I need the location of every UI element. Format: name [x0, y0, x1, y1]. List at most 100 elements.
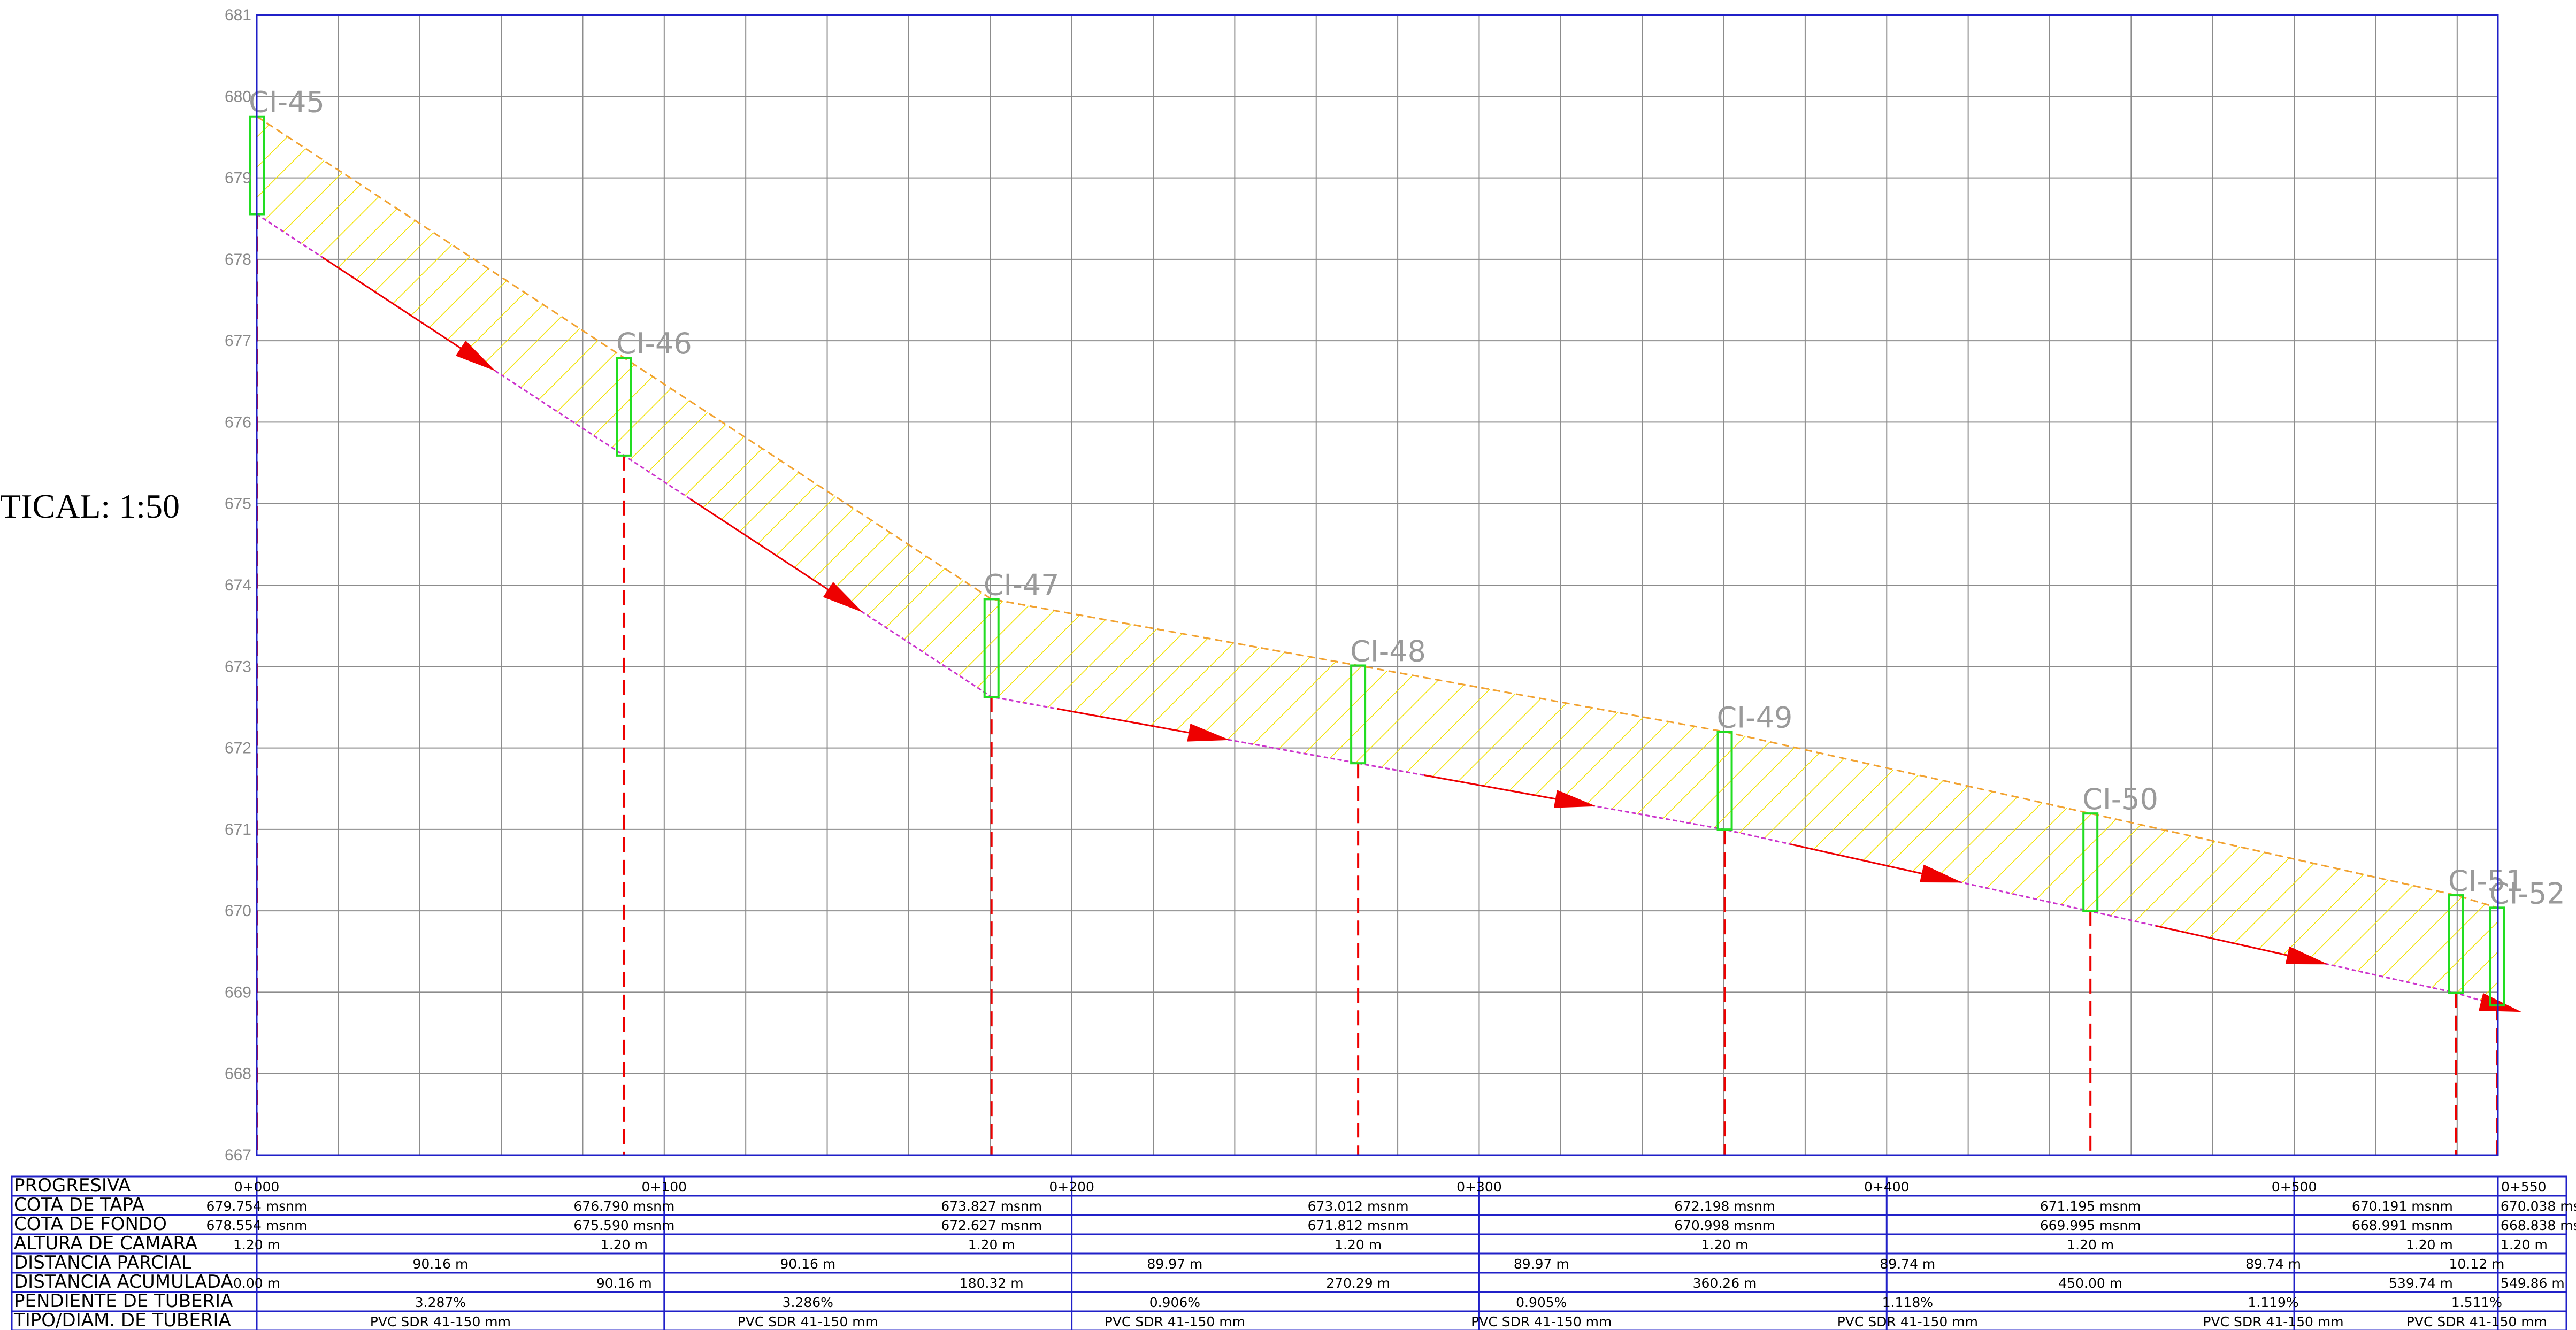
table-cell: PVC SDR 41-150 mm — [1837, 1314, 1978, 1329]
profile-grid — [257, 15, 2498, 1155]
table-cell: 1.511% — [2451, 1295, 2502, 1310]
table-cell: PVC SDR 41-150 mm — [370, 1314, 511, 1329]
y-tick-label: 678 — [225, 251, 251, 268]
table-cell: 1.119% — [2248, 1295, 2298, 1310]
table-row-label: PROGRESIVA — [14, 1175, 131, 1196]
y-tick-label: 673 — [225, 658, 251, 675]
table-cell: 10.12 m — [2449, 1256, 2504, 1272]
flow-arrow-head — [1553, 790, 1597, 808]
table-cell: 270.29 m — [1326, 1275, 1390, 1291]
pipe-invert-line — [256, 213, 2498, 1006]
table-cell: 672.627 msnm — [941, 1218, 1042, 1233]
table-cell: 360.26 m — [1693, 1275, 1757, 1291]
table-cell: 0.00 m — [233, 1275, 280, 1291]
table-cell: 0+100 — [642, 1179, 687, 1195]
manhole-label: CI-51 — [2448, 864, 2524, 898]
y-axis-labels: 667 668 669 670 671 672 673 674 675 676 677 678 679 6… — [225, 6, 251, 1164]
table-row-label: TIPO/DIAM. DE TUBERIA — [13, 1310, 231, 1330]
table-cell: 668.991 msnm — [2352, 1218, 2453, 1233]
table-cell: 0.905% — [1516, 1295, 1567, 1310]
manhole-box — [616, 357, 632, 457]
manhole-box — [2082, 812, 2099, 912]
table-cell: 673.012 msnm — [1308, 1198, 1409, 1214]
flow-arrow-shaft — [1057, 708, 1206, 736]
table-cell: 1.20 m — [601, 1237, 648, 1252]
table-cell: 90.16 m — [596, 1275, 652, 1291]
table-row-label: DISTANCIA PARCIAL — [14, 1252, 191, 1273]
table-cell: 3.287% — [415, 1295, 466, 1310]
manhole-label: CI-47 — [984, 568, 1060, 602]
y-tick-label: 679 — [225, 170, 251, 187]
trench-hatch-area — [257, 116, 2497, 1006]
table-cell: 1.20 m — [968, 1237, 1015, 1252]
table-row-label: COTA DE TAPA — [14, 1194, 144, 1216]
y-tick-label: 671 — [225, 821, 251, 839]
manhole-label: CI-45 — [249, 86, 325, 119]
y-tick-label: 668 — [225, 1065, 251, 1083]
table-cell: 89.97 m — [1147, 1256, 1202, 1272]
table-cell: 450.00 m — [2058, 1275, 2122, 1291]
table-cell: 1.20 m — [233, 1237, 280, 1252]
table-cell: 672.198 msnm — [1674, 1198, 1775, 1214]
table-cell: 668.838 msnm — [2501, 1218, 2576, 1233]
table-cell: 670.038 msnm — [2501, 1198, 2576, 1214]
table-cell: 1.118% — [1882, 1295, 1933, 1310]
y-tick-label: 677 — [225, 332, 251, 350]
table-cell: 1.20 m — [2067, 1237, 2114, 1252]
flow-arrow-head — [1187, 724, 1230, 742]
table-cell: 0+400 — [1864, 1179, 1910, 1195]
flow-arrow-shaft — [322, 257, 476, 358]
table-cell: PVC SDR 41-150 mm — [2406, 1314, 2547, 1329]
y-tick-label: 674 — [225, 576, 251, 594]
table-cell: 1.20 m — [1335, 1237, 1382, 1252]
table-cell: 3.286% — [783, 1295, 833, 1310]
manhole-label: CI-46 — [616, 327, 692, 360]
manhole-box — [2448, 894, 2464, 994]
table-cell: 1.20 m — [1701, 1237, 1749, 1252]
flow-arrow-head — [2479, 993, 2521, 1012]
table-row-label: ALTURA DE CAMARA — [14, 1233, 197, 1254]
y-tick-label: 676 — [225, 413, 251, 431]
manhole-box — [1716, 731, 1733, 831]
table-cell: 180.32 m — [960, 1275, 1024, 1291]
table-cell: 0+500 — [2272, 1179, 2317, 1195]
table-cell: 676.790 msnm — [573, 1198, 674, 1214]
trench-hatch — [257, 116, 2497, 1006]
table-cell: 89.97 m — [1514, 1256, 1569, 1272]
table-cell: 669.995 msnm — [2040, 1218, 2141, 1233]
table-row-label: DISTANCIA ACUMULADA — [14, 1271, 233, 1293]
y-tick-label: 681 — [225, 6, 251, 24]
table-cell: PVC SDR 41-150 mm — [1471, 1314, 1612, 1329]
table-cell: PVC SDR 41-150 mm — [738, 1314, 878, 1329]
manhole-label: CI-49 — [1717, 701, 1793, 734]
flow-arrow-shaft — [2156, 925, 2304, 960]
table-cell: 675.590 msnm — [573, 1218, 674, 1233]
flow-arrow-head — [455, 340, 496, 371]
manhole-label: CI-50 — [2082, 782, 2158, 816]
table-cell: 0+300 — [1456, 1179, 1502, 1195]
data-table: PROGRESIVA 0+000 0+100 0+200 0+300 0+400 0+500… — [11, 1175, 2576, 1330]
pipe-polyline — [256, 213, 2498, 1006]
flow-arrow-shaft — [689, 498, 843, 599]
manhole-label: CI-52 — [2489, 877, 2565, 910]
table-cell: 90.16 m — [780, 1256, 835, 1272]
table-cell: 671.812 msnm — [1308, 1218, 1409, 1233]
table-cell: 673.827 msnm — [941, 1198, 1042, 1214]
terrain-line — [256, 116, 2498, 909]
table-cell: 670.191 msnm — [2352, 1198, 2453, 1214]
table-cell: 90.16 m — [412, 1256, 468, 1272]
profile-frame — [256, 14, 2499, 1156]
flow-arrow-shaft — [1424, 774, 1572, 803]
table-cell: 0+200 — [1049, 1179, 1094, 1195]
y-tick-label: 669 — [225, 983, 251, 1001]
table-cell: 1.20 m — [2406, 1237, 2453, 1252]
y-tick-label: 667 — [225, 1147, 251, 1164]
flow-arrow-head — [823, 582, 863, 613]
table-cell: 679.754 msnm — [206, 1198, 308, 1214]
manhole-label: CI-48 — [1350, 634, 1426, 668]
table-cell: 0+000 — [234, 1179, 280, 1195]
manhole-box — [1350, 664, 1367, 765]
table-cell: 670.998 msnm — [1674, 1218, 1775, 1233]
